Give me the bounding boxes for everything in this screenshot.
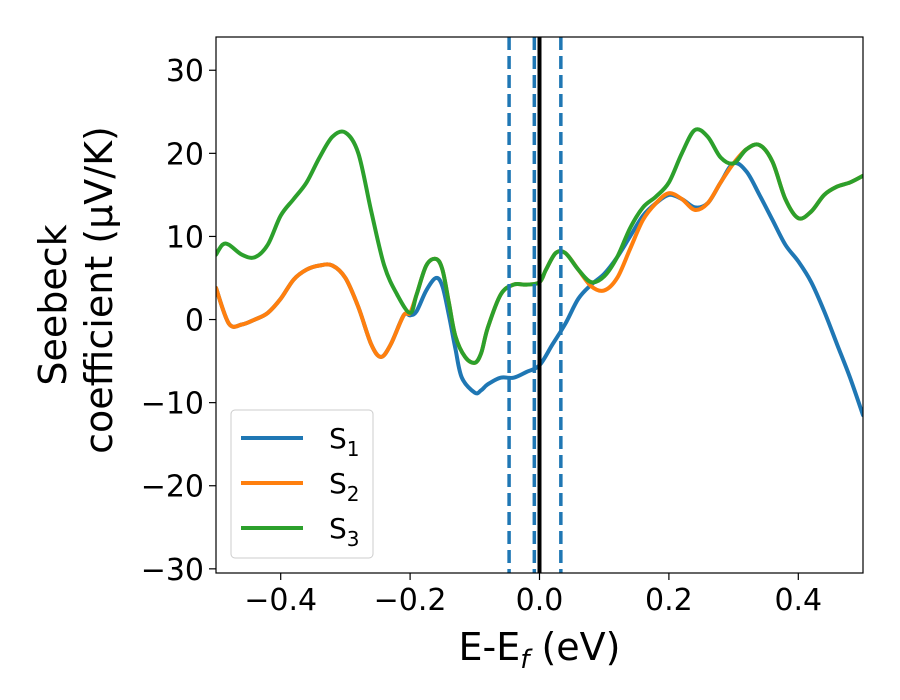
x-tick-label: 0.2: [645, 583, 693, 618]
legend-entry-s3: S3: [241, 512, 360, 551]
y-tick-label: 10: [166, 220, 204, 255]
legend-label: S3: [329, 512, 360, 551]
x-axis-label-unit: (eV): [529, 625, 620, 669]
y-axis-label-line-1: Seebeck: [31, 224, 75, 385]
y-tick-label: −30: [141, 553, 204, 588]
legend-label: S2: [329, 467, 360, 506]
y-axis-label-line-2: coefficient (μV/K): [77, 126, 121, 454]
series-line-s3: [216, 127, 863, 365]
y-tick-label: −10: [141, 387, 204, 422]
x-tick-label: 0.0: [516, 583, 564, 618]
x-tick-label: 0.4: [774, 583, 822, 618]
legend-label: S1: [329, 422, 360, 461]
y-axis-label: Seebeck coefficient (μV/K): [31, 126, 121, 454]
x-axis-label-main: E-E: [459, 625, 521, 669]
x-axis-label: E-Ef (eV): [459, 625, 621, 675]
legend-entry-s1: S1: [241, 422, 360, 461]
x-tick-label: −0.2: [374, 583, 447, 618]
legend: S1 S2 S3: [230, 409, 374, 559]
y-tick-label: 0: [185, 304, 204, 339]
y-tick-label: −20: [141, 470, 204, 505]
y-tick-label: 30: [166, 54, 204, 89]
x-tick-label: −0.4: [244, 583, 317, 618]
y-tick-label: 20: [166, 137, 204, 172]
legend-entry-s2: S2: [241, 467, 360, 506]
